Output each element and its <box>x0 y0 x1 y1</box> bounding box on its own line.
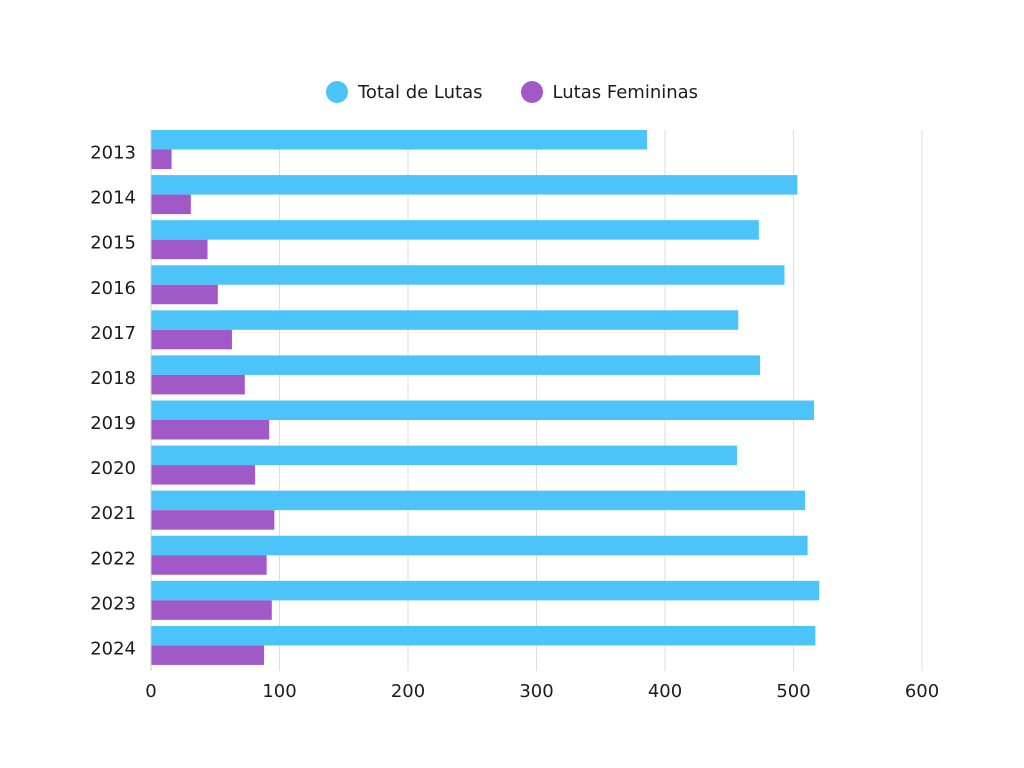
bar-total <box>151 175 798 195</box>
legend-swatch-women <box>520 81 543 103</box>
y-tick-label: 2017 <box>90 323 136 344</box>
bar-total <box>151 580 820 601</box>
bar-women <box>151 645 265 665</box>
bar-total <box>151 310 739 330</box>
bar-total <box>151 445 737 466</box>
y-tick-label: 2015 <box>90 233 136 254</box>
legend-label-total: Total de Lutas <box>357 81 483 103</box>
bar-women <box>151 329 232 350</box>
x-tick-label: 400 <box>648 681 682 702</box>
y-tick-label: 2013 <box>90 143 136 164</box>
legend-label-women: Lutas Femininas <box>552 81 699 103</box>
bar-total <box>151 130 648 150</box>
bar-total <box>151 490 806 511</box>
bar-women <box>151 420 270 440</box>
bar-total <box>151 220 759 240</box>
bar-women <box>151 284 218 305</box>
bar-women <box>151 239 208 260</box>
bar-women <box>151 374 245 395</box>
y-tick-label: 2023 <box>90 593 136 614</box>
y-tick-label: 2020 <box>90 458 136 479</box>
bar-total <box>151 400 815 420</box>
y-tick-label: 2021 <box>90 503 136 524</box>
bar-women <box>151 510 275 530</box>
chart-legend: Total de Lutas Lutas Femininas <box>0 78 1024 106</box>
legend-swatch-total <box>325 81 348 103</box>
x-tick-label: 500 <box>776 681 810 702</box>
bar-total <box>151 355 761 375</box>
bar-total <box>151 535 808 556</box>
x-tick-label: 200 <box>391 681 425 702</box>
y-tick-label: 2019 <box>90 413 136 434</box>
x-tick-label: 100 <box>262 681 296 702</box>
bar-women <box>151 194 191 215</box>
y-tick-label: 2022 <box>90 548 136 569</box>
bar-women <box>151 600 272 620</box>
bar-women <box>151 465 256 485</box>
y-tick-label: 2014 <box>90 188 136 209</box>
legend-item-total: Total de Lutas <box>325 81 483 103</box>
y-tick-label: 2018 <box>90 368 136 389</box>
bar-women <box>151 149 172 169</box>
legend-item-women: Lutas Femininas <box>520 81 699 103</box>
bar-total <box>151 625 816 646</box>
x-tick-label: 300 <box>519 681 553 702</box>
y-tick-label: 2016 <box>90 278 136 299</box>
bar-total <box>151 265 785 285</box>
y-tick-label: 2024 <box>90 638 136 659</box>
x-tick-label: 600 <box>905 681 939 702</box>
x-tick-label: 0 <box>145 681 156 702</box>
bar-women <box>151 555 267 575</box>
